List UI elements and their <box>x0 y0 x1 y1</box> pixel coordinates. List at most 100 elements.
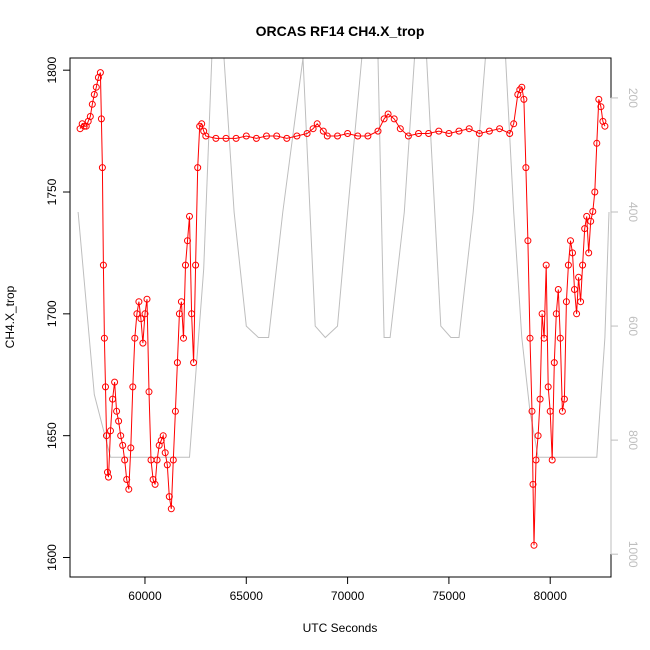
data-point <box>593 139 601 147</box>
data-point <box>581 225 589 233</box>
data-point <box>252 134 260 142</box>
data-point <box>575 273 583 281</box>
data-point <box>86 113 94 120</box>
data-point <box>309 125 317 133</box>
data-point <box>143 295 151 303</box>
data-point <box>344 130 352 137</box>
data-point <box>558 407 566 415</box>
data-point <box>550 359 558 367</box>
data-point <box>455 127 463 135</box>
data-point <box>564 261 572 269</box>
data-point <box>485 127 493 135</box>
data-point <box>125 485 133 493</box>
data-point <box>435 127 443 135</box>
data-point <box>374 127 382 135</box>
data-point <box>242 132 250 140</box>
data-point <box>190 359 198 367</box>
data-point <box>554 286 562 293</box>
data-point <box>137 315 145 323</box>
data-point <box>151 480 159 488</box>
data-point <box>542 261 550 269</box>
data-point <box>109 395 117 403</box>
data-point <box>380 115 388 123</box>
data-point <box>88 100 96 108</box>
data-point <box>396 125 404 133</box>
data-point <box>163 461 171 469</box>
data-point <box>532 456 540 464</box>
data-point <box>99 261 107 269</box>
y-tick-label: 1600 <box>45 544 59 571</box>
data-point <box>577 298 585 306</box>
x-axis-label: UTC Seconds <box>303 621 378 635</box>
data-point <box>524 237 532 245</box>
data-point <box>560 395 568 403</box>
data-point <box>475 130 483 137</box>
y-tick-label: 1800 <box>45 57 59 84</box>
data-point <box>567 237 574 245</box>
x-axis: 60000 65000 70000 75000 80000 <box>128 576 567 603</box>
data-point <box>465 125 473 133</box>
y2-tick-label: 200 <box>626 88 640 108</box>
data-point <box>583 212 591 220</box>
data-point <box>159 432 167 440</box>
data-point <box>415 130 422 137</box>
data-point <box>117 432 125 440</box>
y2-tick-label: 1000 <box>626 541 640 568</box>
data-point <box>529 480 537 488</box>
data-point <box>404 132 412 140</box>
data-point <box>127 444 135 452</box>
y2-tick-label: 800 <box>626 430 640 450</box>
primary-series <box>76 69 609 549</box>
data-point <box>518 83 526 91</box>
data-point <box>222 134 230 142</box>
data-point <box>119 441 127 449</box>
data-point <box>104 468 111 476</box>
data-point <box>177 298 185 306</box>
data-point <box>198 120 206 128</box>
data-point <box>131 334 139 342</box>
y-tick-label: 1650 <box>45 422 59 449</box>
data-point <box>384 110 392 118</box>
data-point <box>585 249 593 257</box>
data-point <box>105 473 112 481</box>
data-point <box>273 132 281 140</box>
data-point <box>161 449 169 457</box>
data-point <box>591 188 599 196</box>
x-tick-label: 70000 <box>331 589 365 603</box>
y-axis-label: CH4.X_trop <box>3 285 17 348</box>
x-tick-label: 75000 <box>432 589 466 603</box>
chart-title: ORCAS RF14 CH4.X_trop <box>256 23 425 39</box>
y2-tick-label: 600 <box>626 316 640 336</box>
data-point <box>167 505 175 513</box>
data-point <box>188 310 196 318</box>
data-point <box>115 417 123 425</box>
data-point <box>103 432 110 440</box>
data-point <box>113 407 121 415</box>
data-point <box>96 69 104 77</box>
data-point <box>111 378 119 386</box>
data-point <box>425 130 433 137</box>
data-point <box>522 164 530 172</box>
data-point <box>334 132 341 140</box>
data-point <box>520 95 528 103</box>
data-point <box>319 127 327 135</box>
data-point <box>303 130 311 137</box>
data-point <box>145 388 153 396</box>
data-point <box>445 130 453 137</box>
data-point <box>169 456 177 464</box>
data-point <box>587 217 595 225</box>
data-point <box>194 164 202 172</box>
data-point <box>192 261 200 269</box>
x-tick-label: 60000 <box>128 589 162 603</box>
x-tick-label: 65000 <box>230 589 264 603</box>
data-point <box>232 134 240 142</box>
y2-axis: 200 400 600 800 1000 <box>610 88 640 568</box>
data-point <box>182 261 189 269</box>
data-point <box>133 310 141 318</box>
data-point <box>184 237 191 245</box>
data-point <box>601 122 609 130</box>
y-axis: 1600 1650 1700 1750 1800 <box>45 57 71 571</box>
data-point <box>135 298 143 306</box>
data-point <box>97 115 105 123</box>
